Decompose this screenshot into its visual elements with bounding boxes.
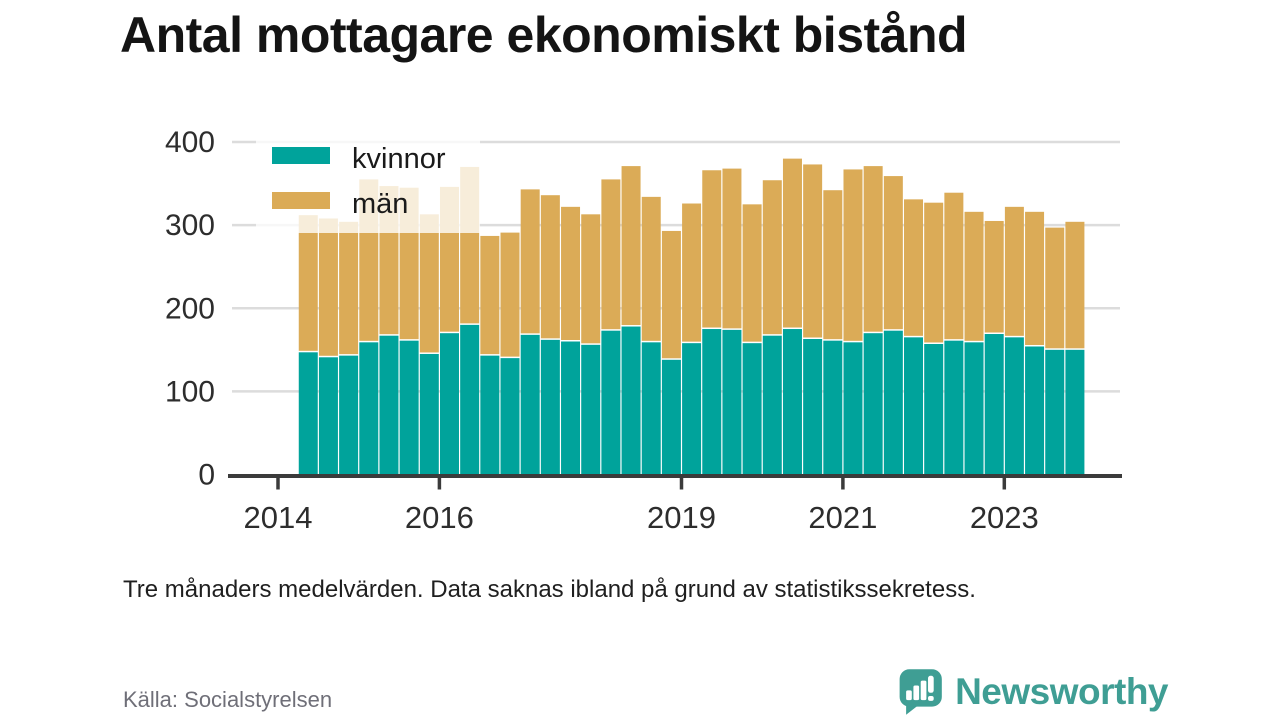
x-axis-label-2016: 2016 — [405, 500, 474, 535]
bar-man-2022-Q1 — [924, 202, 944, 343]
chart-title: Antal mottagare ekonomiskt bistånd — [120, 7, 968, 63]
source-label: Källa: Socialstyrelsen — [123, 687, 333, 712]
newsworthy-logo: Newsworthy — [898, 664, 1168, 720]
y-axis-label-0: 0 — [198, 459, 215, 492]
bar-man-2017-Q3 — [561, 206, 581, 340]
bar-kvinnor-2022-Q4 — [984, 334, 1004, 475]
bar-kvinnor-2018-Q4 — [661, 359, 681, 475]
bar-kvinnor-2020-Q2 — [782, 329, 802, 475]
bar-man-2019-Q1 — [682, 203, 702, 342]
newsworthy-logo-text: Newsworthy — [955, 671, 1168, 712]
bar-man-2014-Q4 — [339, 221, 359, 355]
y-axis-label-200: 200 — [165, 292, 215, 325]
bar-man-2021-Q1 — [843, 169, 863, 341]
bar-man-2014-Q2 — [298, 215, 318, 351]
bar-man-2017-Q2 — [540, 195, 560, 339]
bar-man-2019-Q3 — [722, 168, 742, 329]
bar-kvinnor-2015-Q3 — [399, 340, 419, 475]
bar-man-2020-Q4 — [823, 190, 843, 340]
bar-man-2019-Q4 — [742, 204, 762, 342]
bar-kvinnor-2016-Q3 — [480, 355, 500, 475]
bar-kvinnor-2023-Q1 — [1004, 337, 1024, 475]
bar-kvinnor-2019-Q3 — [722, 329, 742, 475]
bar-kvinnor-2019-Q4 — [742, 343, 762, 475]
bar-kvinnor-2022-Q3 — [964, 342, 984, 475]
x-axis-label-2023: 2023 — [970, 500, 1039, 535]
bar-man-2016-Q4 — [500, 232, 520, 357]
bar-kvinnor-2023-Q4 — [1065, 349, 1085, 475]
bar-kvinnor-2015-Q2 — [379, 335, 399, 475]
y-axis-label-300: 300 — [165, 209, 215, 242]
bar-kvinnor-2018-Q1 — [601, 330, 621, 475]
bar-kvinnor-2017-Q3 — [561, 341, 581, 475]
bar-man-2023-Q1 — [1004, 206, 1024, 336]
x-axis-label-2021: 2021 — [808, 500, 877, 535]
legend-label-kvinnor: kvinnor — [352, 143, 446, 175]
bar-man-2015-Q4 — [419, 214, 439, 353]
bar-kvinnor-2015-Q4 — [419, 353, 439, 475]
bar-kvinnor-2016-Q4 — [500, 358, 520, 475]
bar-kvinnor-2020-Q3 — [803, 339, 823, 475]
bar-man-2021-Q4 — [904, 199, 924, 336]
legend-label-man: män — [352, 188, 408, 220]
bar-man-2020-Q1 — [762, 180, 782, 335]
newsworthy-logo-icon — [899, 669, 942, 715]
bar-man-2020-Q3 — [803, 164, 823, 338]
bar-kvinnor-2014-Q4 — [339, 355, 359, 475]
bar-kvinnor-2018-Q2 — [621, 326, 641, 475]
bar-kvinnor-2021-Q4 — [904, 337, 924, 475]
bar-kvinnor-2019-Q2 — [702, 329, 722, 475]
bar-kvinnor-2018-Q3 — [641, 342, 661, 475]
bar-man-2017-Q1 — [520, 189, 540, 334]
bar-man-2023-Q2 — [1025, 211, 1045, 345]
bar-man-2020-Q2 — [782, 158, 802, 328]
bar-man-2023-Q3 — [1045, 227, 1065, 349]
bar-man-2016-Q3 — [480, 235, 500, 355]
bar-kvinnor-2023-Q3 — [1045, 349, 1065, 475]
bar-kvinnor-2017-Q1 — [520, 334, 540, 475]
bar-kvinnor-2015-Q1 — [359, 342, 379, 475]
bar-kvinnor-2022-Q1 — [924, 343, 944, 475]
chart-note: Tre månaders medelvärden. Data saknas ib… — [123, 576, 976, 603]
bar-kvinnor-2016-Q2 — [460, 324, 480, 475]
legend-swatch-kvinnor — [272, 147, 330, 164]
bar-man-2014-Q3 — [318, 218, 338, 356]
bar-kvinnor-2016-Q1 — [439, 333, 459, 475]
bar-kvinnor-2021-Q2 — [863, 333, 883, 475]
bar-kvinnor-2017-Q2 — [540, 339, 560, 475]
bar-kvinnor-2019-Q1 — [682, 343, 702, 475]
bar-man-2022-Q4 — [984, 220, 1004, 333]
bar-man-2021-Q2 — [863, 166, 883, 332]
bar-man-2022-Q2 — [944, 192, 964, 340]
bar-man-2018-Q1 — [601, 179, 621, 330]
bar-man-2018-Q3 — [641, 196, 661, 341]
bar-kvinnor-2022-Q2 — [944, 340, 964, 475]
bar-man-2018-Q2 — [621, 166, 641, 326]
bar-kvinnor-2020-Q1 — [762, 335, 782, 475]
bar-man-2018-Q4 — [661, 230, 681, 359]
bar-man-2021-Q3 — [883, 176, 903, 330]
chart-canvas: 0 100 200 300 400 kvinnor män 2014 2016 2019 2021 2… — [165, 126, 1122, 535]
bar-kvinnor-2023-Q2 — [1025, 346, 1045, 475]
bar-kvinnor-2020-Q4 — [823, 340, 843, 475]
x-axis-label-2019: 2019 — [647, 500, 716, 535]
bar-kvinnor-2017-Q4 — [581, 344, 601, 475]
stacked-bar-chart: 0 100 200 300 400 kvinnor män 2014 2016 2019 2021 2… — [165, 126, 1122, 535]
bar-kvinnor-2021-Q1 — [843, 342, 863, 475]
bar-kvinnor-2014-Q3 — [318, 357, 338, 475]
bar-man-2023-Q4 — [1065, 221, 1085, 349]
bar-kvinnor-2014-Q2 — [298, 352, 318, 475]
legend-swatch-man — [272, 192, 330, 209]
bar-man-2017-Q4 — [581, 214, 601, 344]
bar-man-2019-Q2 — [702, 170, 722, 328]
bar-man-2022-Q3 — [964, 211, 984, 341]
y-axis-label-100: 100 — [165, 375, 215, 408]
bar-kvinnor-2021-Q3 — [883, 330, 903, 475]
x-axis-label-2014: 2014 — [244, 500, 313, 535]
y-axis-label-400: 400 — [165, 126, 215, 159]
